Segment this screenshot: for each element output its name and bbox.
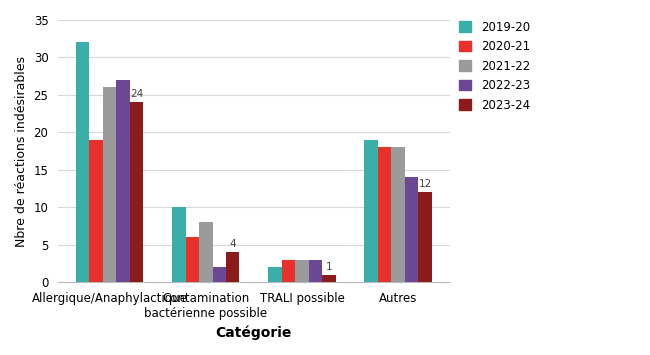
Bar — [90, 140, 103, 282]
Bar — [172, 207, 186, 282]
Bar — [130, 102, 143, 282]
Bar — [186, 237, 199, 282]
Text: 24: 24 — [130, 89, 143, 99]
Bar — [103, 87, 116, 282]
Bar — [268, 267, 281, 282]
Text: 4: 4 — [229, 239, 236, 249]
Bar — [322, 275, 335, 282]
Bar — [378, 147, 391, 282]
Bar — [116, 80, 130, 282]
Bar — [76, 43, 90, 282]
Bar — [391, 147, 405, 282]
Bar — [226, 252, 239, 282]
Bar — [405, 178, 419, 282]
Bar — [199, 222, 213, 282]
Bar — [295, 260, 309, 282]
Bar — [309, 260, 322, 282]
X-axis label: Catégorie: Catégorie — [216, 326, 292, 340]
Text: 1: 1 — [326, 262, 332, 272]
Bar — [213, 267, 226, 282]
Bar — [419, 192, 432, 282]
Text: 12: 12 — [419, 179, 432, 189]
Legend: 2019-20, 2020-21, 2021-22, 2022-23, 2023-24: 2019-20, 2020-21, 2021-22, 2022-23, 2023… — [460, 21, 530, 111]
Bar — [365, 140, 378, 282]
Y-axis label: Nbre de réactions indésirables: Nbre de réactions indésirables — [15, 56, 28, 247]
Bar — [281, 260, 295, 282]
